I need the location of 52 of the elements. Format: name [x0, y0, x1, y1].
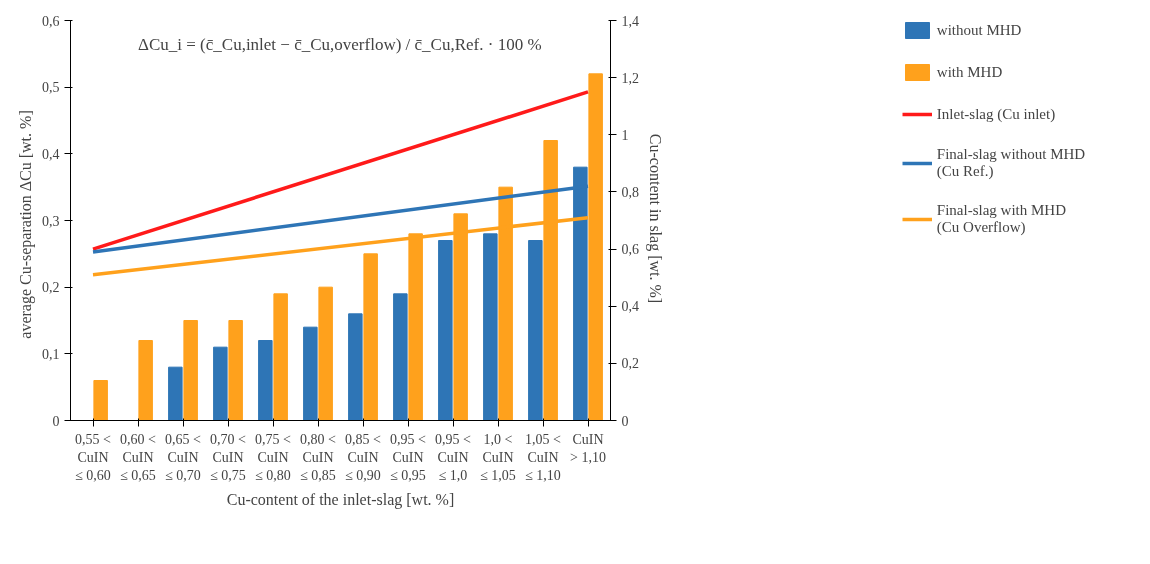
bar — [273, 293, 288, 421]
bar — [93, 380, 108, 421]
bar — [438, 240, 453, 421]
y-tick-label: 0,3 — [42, 213, 60, 229]
annotation: ΔCu_i = (c̄_Cu,inlet − c̄_Cu,overflow) / c̄_Cu,Ref. · 100 % — [138, 34, 542, 54]
bar — [213, 346, 228, 421]
x-tick-label: 0,55 < CuIN ≤ 0,60 — [75, 431, 112, 483]
y2-tick-label: 0 — [621, 413, 629, 429]
legend-label: Inlet-slag (Cu inlet) — [936, 105, 1056, 123]
bar — [483, 233, 498, 421]
x-tick-label: 0,80 < CuIN ≤ 0,85 — [300, 431, 337, 483]
bar — [138, 340, 153, 421]
y2-tick-label: 1 — [621, 127, 629, 143]
x-tick-label: CuIN > 1,10 — [570, 431, 606, 465]
x-tick-label: 0,95 < CuIN ≤ 0,95 — [390, 431, 427, 483]
y2-tick-label: 1,4 — [621, 13, 639, 29]
bar — [303, 326, 318, 421]
bar — [183, 320, 198, 421]
y-tick-label: 0 — [52, 413, 60, 429]
y-axis-title: average Cu-separation ΔCu [wt. %] — [17, 110, 35, 339]
bar — [363, 253, 378, 421]
y2-tick-label: 1,2 — [621, 70, 639, 86]
y-tick-label: 0,1 — [42, 346, 60, 362]
bar — [258, 340, 273, 421]
y-tick-label: 0,2 — [42, 280, 60, 296]
x-tick-label: 0,70 < CuIN ≤ 0,75 — [210, 431, 247, 483]
y-tick-label: 0,6 — [42, 13, 60, 29]
x-axis-title: Cu-content of the inlet-slag [wt. %] — [226, 490, 455, 509]
x-tick-label: 1,05 < CuIN ≤ 1,10 — [525, 431, 562, 483]
bar — [528, 240, 543, 421]
x-tick-label: 0,85 < CuIN ≤ 0,90 — [345, 431, 382, 483]
legend-label: Final-slag without MHD (Cu Ref.) — [936, 146, 1086, 180]
bar — [228, 320, 243, 421]
x-tick-label: 0,75 < CuIN ≤ 0,80 — [255, 431, 292, 483]
bar — [168, 366, 183, 421]
y2-tick-label: 0,4 — [621, 299, 639, 315]
y2-tick-label: 0,8 — [621, 184, 639, 200]
x-tick-label: 0,95 < CuIN ≤ 1,0 — [435, 431, 472, 483]
bar — [318, 286, 333, 421]
bar — [393, 293, 408, 421]
y2-tick-label: 0,6 — [621, 242, 639, 258]
y2-axis-title: Cu-content in slag [wt. %] — [646, 133, 664, 304]
x-tick-label: 1,0 < CuIN ≤ 1,05 — [480, 431, 516, 483]
x-tick-label: 0,65 < CuIN ≤ 0,70 — [165, 431, 202, 483]
bar — [348, 313, 363, 421]
y-tick-label: 0,4 — [42, 146, 60, 162]
legend-label: with MHD — [936, 63, 1003, 81]
y-tick-label: 0,5 — [42, 80, 60, 96]
legend-label: without MHD — [936, 21, 1022, 39]
x-tick-label: 0,60 < CuIN ≤ 0,65 — [120, 431, 157, 483]
legend-label: Final-slag with MHD (Cu Overflow) — [936, 202, 1066, 236]
y2-tick-label: 0,2 — [621, 356, 639, 372]
